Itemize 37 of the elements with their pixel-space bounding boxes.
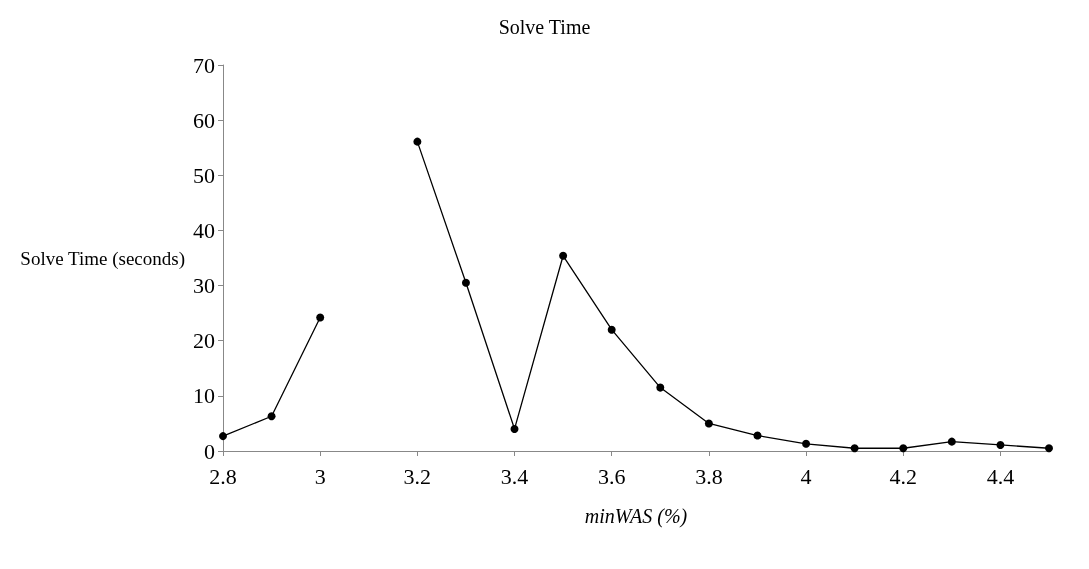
point (267, 412, 276, 421)
point (850, 444, 859, 453)
x-tick-label: 3.6 (597, 463, 626, 489)
point (316, 313, 325, 322)
x-tick-label: 3.2 (403, 463, 432, 489)
x-tick-label: 3.4 (500, 463, 529, 489)
point (413, 137, 422, 146)
x-tick-label: 2.8 (209, 463, 237, 489)
x-tick-label: 4.4 (986, 463, 1015, 489)
point (947, 437, 956, 446)
y-tick-label: 60 (193, 107, 215, 133)
point (996, 440, 1005, 449)
point (219, 432, 227, 441)
point (753, 431, 762, 440)
y-tick-label: 0 (204, 438, 215, 464)
x-tick-label: 3 (314, 463, 326, 489)
x-tick-label: 4 (800, 463, 812, 489)
point (559, 251, 568, 260)
y-tick-label: 10 (193, 383, 215, 409)
chart-title: Solve Time (498, 16, 591, 38)
point (461, 278, 470, 287)
x-tick-label: 4.2 (889, 463, 917, 489)
y-tick-label: 20 (193, 328, 215, 354)
x-tick-label: 3.8 (695, 463, 723, 489)
y-tick-label: 70 (193, 52, 215, 78)
point (802, 439, 811, 448)
y-tick-label: 40 (193, 217, 215, 243)
point (510, 424, 519, 433)
point (704, 419, 713, 428)
y-tick-label: 30 (193, 273, 215, 299)
point (656, 383, 665, 392)
point (607, 325, 616, 334)
point (1045, 444, 1053, 453)
y-axis-title: Solve Time (seconds) (20, 247, 185, 270)
y-tick-label: 50 (193, 162, 215, 188)
point (899, 444, 908, 453)
x-axis-title: minWAS (%) (584, 505, 688, 528)
